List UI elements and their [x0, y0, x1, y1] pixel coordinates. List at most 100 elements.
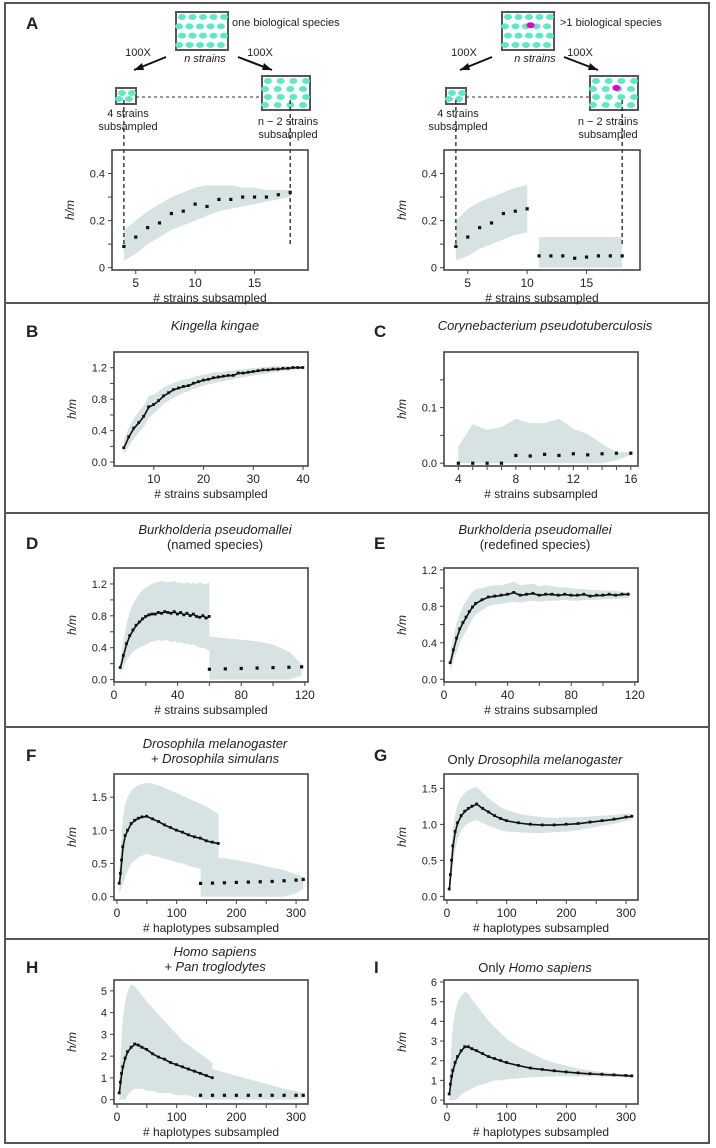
outlier-strain-cell	[526, 22, 535, 29]
plot-area	[117, 984, 305, 1100]
x-tick-label: 100	[497, 906, 517, 920]
strain-cell	[627, 102, 635, 108]
data-point	[573, 256, 577, 260]
plot-frame	[113, 979, 309, 1105]
x-tick-label: 8	[513, 472, 520, 486]
chart-c-corynebacterium: 0.0 0.1 4 8 12 16 # strains subsampled h/m	[395, 351, 639, 501]
sampling-diagram-one-species	[115, 11, 311, 111]
divider	[4, 512, 710, 514]
y-tick-label: 0.4	[90, 169, 105, 181]
strain-cell	[630, 94, 638, 100]
subtitle-line: + Drosophila simulans	[150, 751, 280, 766]
y-tick-label: 1.0	[422, 819, 437, 831]
plot-frame	[113, 567, 309, 683]
y-tick-label: 0.0	[422, 458, 437, 470]
strain-cell	[273, 102, 282, 108]
panel-title-f: Drosophila melanogaster + Drosophila simu…	[100, 736, 330, 766]
strain-cell	[601, 86, 610, 92]
plot-frame	[113, 773, 309, 901]
y-axis-label: h/m	[65, 827, 79, 847]
y-tick-label: 0.0	[422, 674, 437, 686]
data-point	[300, 665, 304, 669]
panel-title-c: Corynebacterium pseudotuberculosis	[437, 318, 653, 333]
x-tick-label: 20	[197, 472, 211, 486]
small-sample-label: 4 strains subsampled	[428, 108, 488, 133]
chart-g-drosophila-only: 0.0 0.5 1.0 1.5 0 100 200 300 # haplotypes subsa…	[395, 773, 639, 935]
x-tick-label: 200	[556, 906, 576, 920]
large-subsample-box	[589, 75, 639, 111]
large-sample-label: n − 2 strains subsampled	[577, 116, 639, 141]
data-point	[513, 209, 517, 213]
strain-cell	[188, 32, 197, 39]
x-tick-label: 200	[556, 1110, 576, 1124]
arrowhead	[262, 63, 272, 70]
divider	[4, 938, 710, 940]
strain-cell	[501, 23, 509, 30]
x-tick-label: 40	[296, 472, 310, 486]
strain-cell	[286, 102, 295, 108]
panel-label-c: C	[374, 322, 387, 341]
chart-f-drosophila-mixed: 0.0 0.5 1.0 1.5 0 100 200 300 # haplotypes subsa…	[65, 773, 309, 935]
data-point	[620, 254, 624, 258]
x-tick-label: 0	[111, 688, 118, 702]
x-axis-label: # strains subsampled	[153, 291, 266, 305]
plot-frame	[443, 149, 641, 271]
strain-cell	[289, 78, 298, 84]
chart-a-one-species: 0 0.2 0.4 5 10 15# strains subsampled h/m	[63, 100, 309, 305]
data-point	[456, 461, 460, 465]
strain-cell	[601, 102, 610, 108]
data-point	[528, 454, 532, 458]
y-tick-label: 0.5	[422, 855, 437, 867]
strain-cell	[178, 32, 186, 39]
title-line: Burkholderia pseudomallei	[458, 522, 612, 537]
confidence-band	[449, 991, 632, 1101]
strain-cell	[199, 32, 207, 39]
x-axis-label: # haplotypes subsampled	[143, 921, 279, 935]
strain-cell	[185, 23, 194, 30]
data-point	[193, 202, 197, 206]
strain-cell	[286, 86, 295, 92]
x-tick-label: 15	[580, 276, 594, 290]
sampling-diagram-multi-species	[445, 11, 639, 111]
y-axis-label: h/m	[65, 399, 79, 419]
panel-title-b: Kingella kingae	[170, 318, 260, 333]
x-tick-label: 300	[616, 906, 636, 920]
strain-cell	[261, 102, 269, 108]
confidence-band	[200, 855, 304, 897]
x-tick-label: 0	[444, 906, 451, 920]
data-point	[222, 881, 227, 885]
plot-area	[448, 581, 630, 672]
title-prefix: Only	[447, 752, 475, 767]
data-point	[246, 880, 250, 884]
confidence-band	[458, 418, 631, 464]
x-tick-label: 5	[464, 276, 471, 290]
x-tick-label: 120	[295, 688, 315, 702]
arrow-label-left: 100X	[451, 47, 477, 59]
x-tick-label: 0	[114, 1110, 121, 1124]
divider	[4, 302, 710, 304]
x-tick-label: 300	[616, 1110, 636, 1124]
y-tick-label: 0.0	[92, 675, 107, 687]
strain-cell	[118, 90, 126, 96]
data-point	[294, 1093, 298, 1097]
strain-cell	[535, 32, 544, 39]
title-prefix: Only	[478, 960, 505, 975]
data-point	[207, 667, 212, 671]
y-tick-label: 2	[431, 1056, 437, 1068]
strain-cell	[525, 32, 533, 39]
x-tick-label: 15	[248, 276, 262, 290]
strain-cell	[630, 78, 638, 84]
y-tick-label: 5	[431, 997, 437, 1009]
strain-cell	[617, 78, 626, 84]
full-population-box	[175, 11, 229, 51]
x-tick-label: 80	[235, 688, 249, 702]
y-axis-label: h/m	[65, 1032, 79, 1052]
strain-cell	[543, 42, 551, 48]
data-point	[501, 211, 505, 216]
strain-cell	[504, 14, 512, 20]
data-point	[157, 221, 162, 225]
data-point	[301, 877, 305, 882]
x-tick-label: 40	[501, 688, 515, 702]
strain-cell	[604, 78, 613, 84]
y-tick-label: 0.4	[422, 638, 437, 650]
